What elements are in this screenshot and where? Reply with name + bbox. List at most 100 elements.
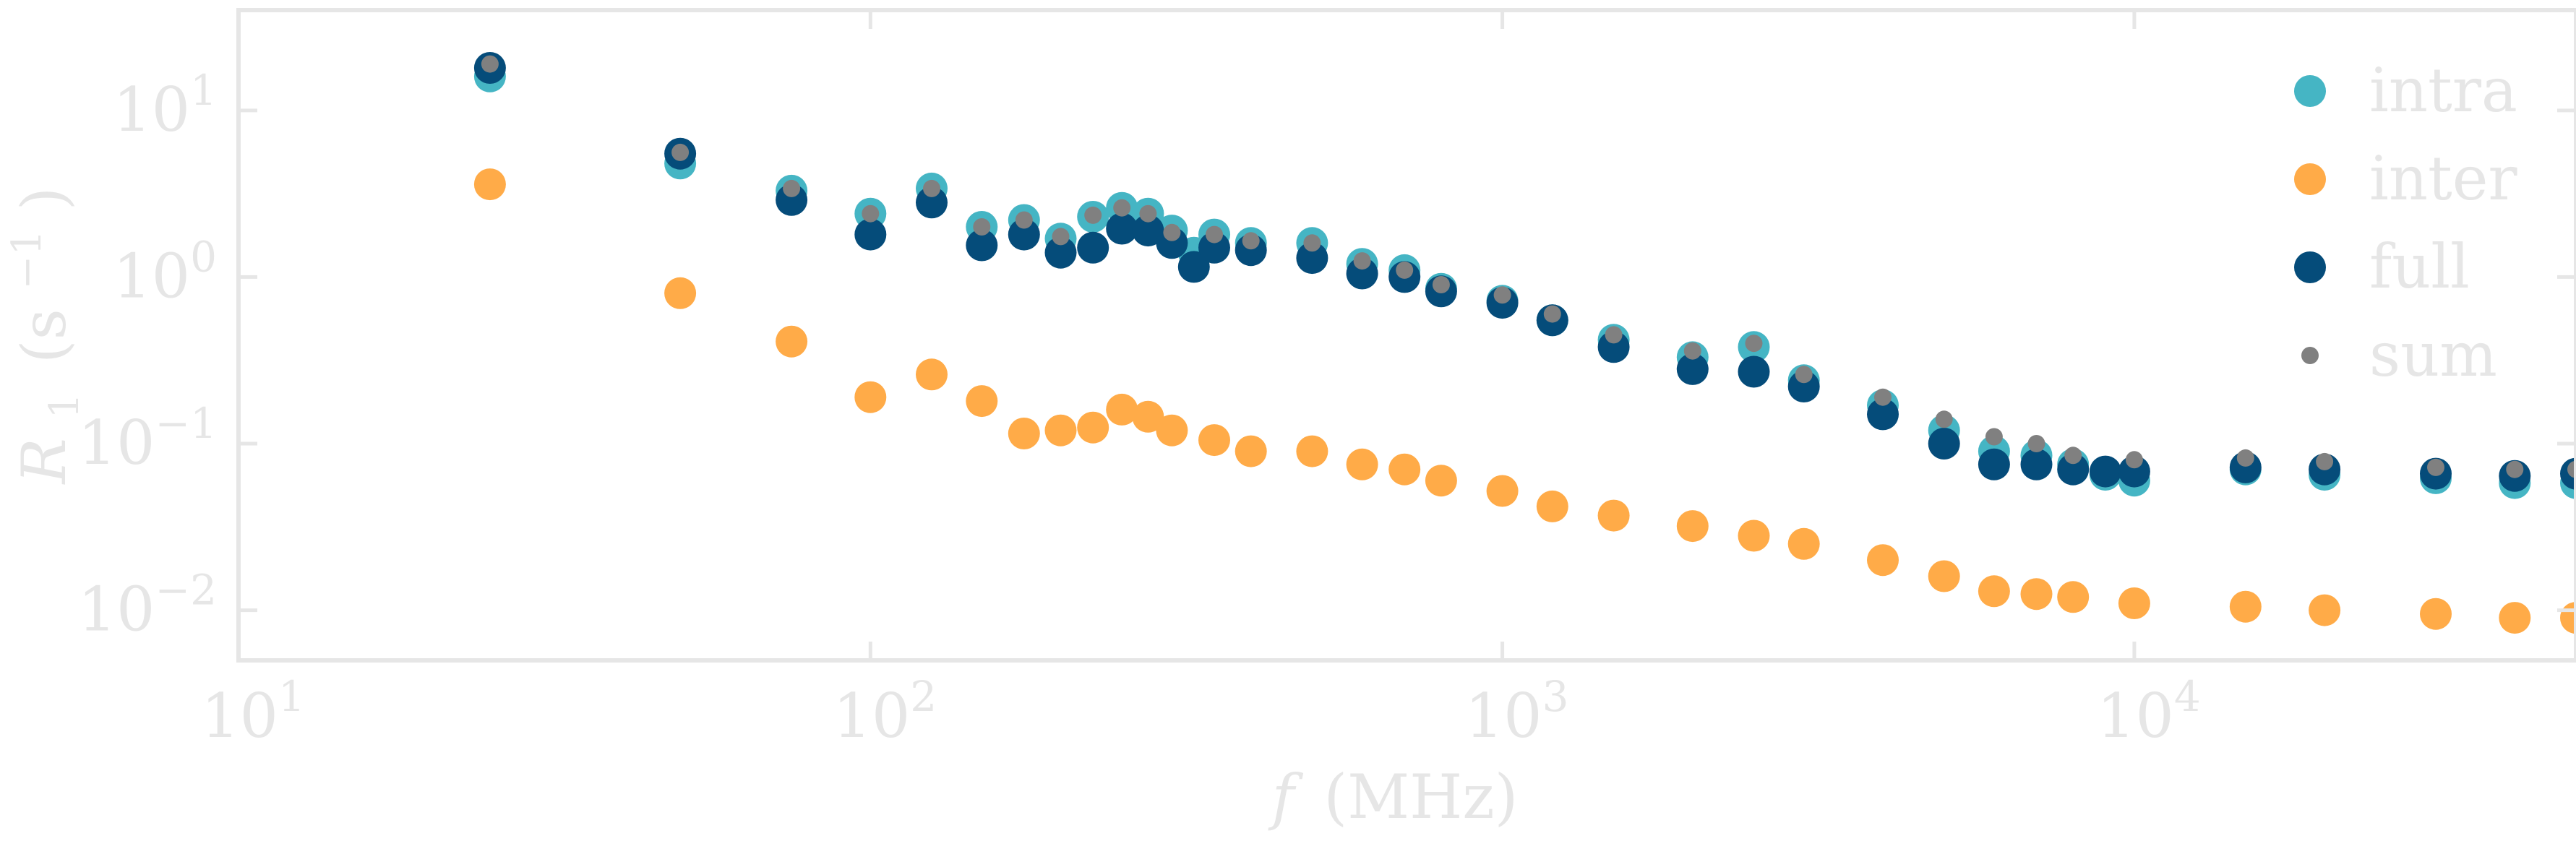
point-inter (1388, 453, 1421, 486)
point-sum (1242, 232, 1260, 250)
point-full (1346, 257, 1378, 290)
point-full (1008, 218, 1040, 251)
point-inter (1346, 448, 1378, 480)
point-full (1597, 331, 1630, 363)
point-inter (1077, 411, 1109, 444)
x-tick-label: 104 (2097, 672, 2201, 751)
point-sum (1353, 252, 1371, 270)
point-full (966, 229, 998, 262)
point-sum (1303, 234, 1321, 252)
point-inter (1676, 510, 1709, 543)
point-inter (2057, 581, 2090, 613)
point-full (1077, 231, 1109, 264)
point-inter (776, 325, 808, 358)
point-full (2020, 448, 2053, 480)
x-axis-label: f (MHz) (1268, 762, 1519, 832)
point-sum (2427, 458, 2444, 476)
point-full (2118, 455, 2150, 488)
point-inter (2020, 578, 2053, 611)
point-sum (783, 179, 801, 197)
point-sum (1985, 428, 2003, 446)
point-full (1198, 231, 1230, 264)
legend-label-sum: sum (2369, 319, 2497, 390)
point-sum (973, 218, 991, 236)
point-full (2057, 453, 2090, 486)
point-inter (1486, 475, 1519, 507)
plot-marks (473, 52, 2576, 634)
point-inter (1156, 414, 1188, 447)
point-inter (1597, 499, 1630, 532)
point-inter (1928, 560, 1960, 592)
point-sum (2236, 449, 2254, 467)
point-full (1928, 428, 1960, 460)
point-sum (2027, 435, 2045, 452)
point-sum (862, 204, 880, 223)
point-full (854, 218, 887, 251)
point-inter (1536, 490, 1568, 522)
point-inter (2560, 602, 2576, 634)
point-sum (1432, 276, 1450, 293)
legend-label-intra: intra (2369, 55, 2517, 126)
point-inter (1787, 527, 1820, 560)
point-sum (1396, 261, 1414, 279)
point-inter (1867, 544, 1899, 577)
axis-ticks (236, 10, 2576, 660)
point-sum (1206, 225, 1223, 243)
point-sum (1139, 204, 1157, 223)
point-sum (2316, 452, 2334, 470)
point-inter (916, 358, 948, 391)
point-sum (1935, 410, 1953, 428)
point-inter (1296, 435, 1328, 467)
point-full (1296, 242, 1328, 275)
point-full (1132, 215, 1164, 247)
point-inter (1132, 400, 1164, 433)
y-axis-label: R 1 (s −1 ) (0, 187, 93, 486)
plot-frame (236, 8, 2576, 663)
point-inter (1044, 414, 1077, 447)
point-full (1106, 212, 1138, 245)
point-inter (2118, 587, 2150, 619)
point-sum (2506, 460, 2524, 478)
point-full (776, 184, 808, 216)
legend-marker-inter (2294, 163, 2326, 195)
point-inter (854, 381, 887, 413)
point-sum (1052, 228, 1070, 246)
point-full (1867, 398, 1899, 431)
point-sum (1113, 199, 1131, 217)
point-inter (1198, 424, 1230, 457)
y-tick-label: 10−1 (78, 399, 217, 478)
legend-marker-sum (2301, 347, 2319, 364)
point-sum (1683, 342, 1701, 360)
point-inter (2309, 594, 2341, 626)
point-full (1177, 251, 1210, 283)
legend: intra inter full sum (2294, 55, 2517, 390)
point-inter (664, 277, 697, 309)
x-tick-label: 101 (201, 672, 305, 751)
point-full (1044, 236, 1077, 269)
point-full (2089, 455, 2121, 488)
point-sum (1745, 335, 1763, 353)
legend-marker-full (2294, 251, 2326, 283)
point-sum (1605, 326, 1623, 344)
point-sum (1084, 206, 1102, 224)
point-full (1738, 355, 1770, 388)
point-inter (473, 168, 506, 201)
point-sum (481, 55, 499, 73)
point-full (1676, 353, 1709, 385)
point-sum (671, 143, 690, 161)
point-sum (1015, 211, 1033, 229)
point-inter (1008, 418, 1040, 449)
legend-marker-intra (2294, 75, 2326, 107)
point-sum (1163, 223, 1181, 241)
point-sum (1874, 388, 1892, 406)
point-sum (1493, 286, 1511, 304)
point-inter (1738, 519, 1770, 552)
x-tick-label: 102 (833, 672, 937, 751)
axis-tick-labels: 101 102 103 104 101 100 10−1 10−2 (78, 66, 2201, 751)
point-inter (966, 385, 998, 418)
y-tick-label: 101 (113, 66, 217, 145)
point-sum (923, 179, 940, 197)
point-inter (1235, 435, 1267, 467)
legend-label-inter: inter (2369, 143, 2517, 214)
